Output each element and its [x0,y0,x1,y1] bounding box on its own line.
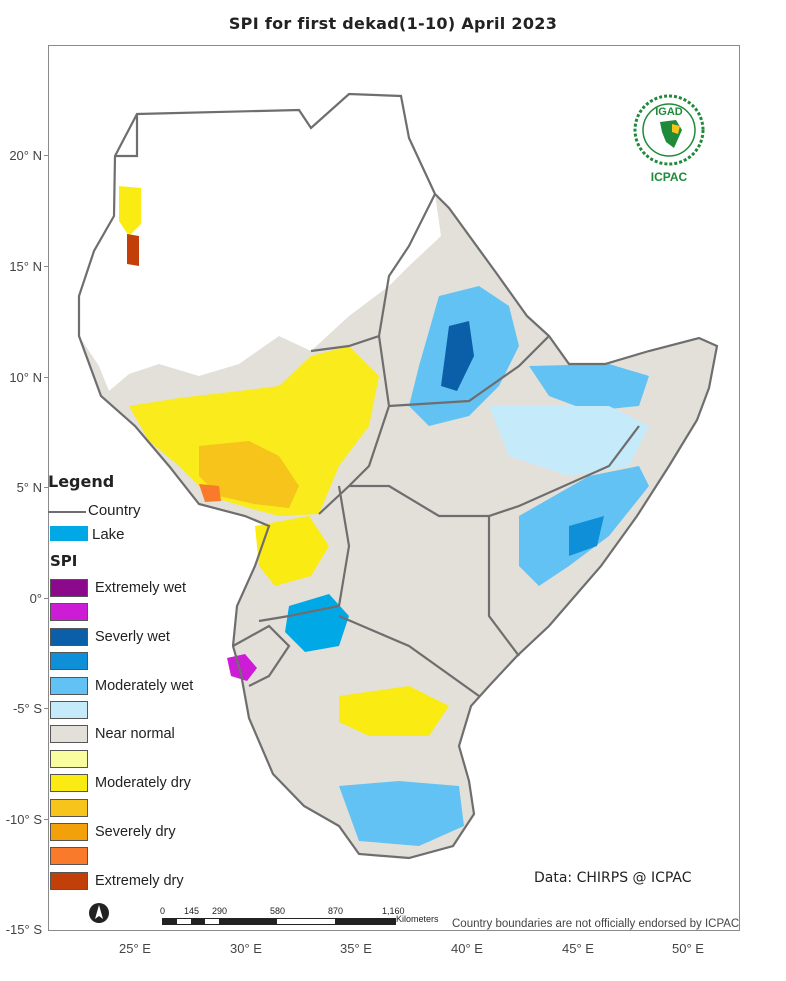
dry-northern-sudan [119,186,141,236]
country-boundaries [77,92,719,860]
lon-label-45e: 45° E [562,941,594,956]
lon-label-25e: 25° E [119,941,151,956]
logo-text-icpac: ICPAC [650,170,688,184]
boundary-disclaimer: Country boundaries are not officially en… [452,918,740,930]
lon-label-50e: 50° E [672,941,704,956]
spi-class-row: Moderately wet [50,676,240,697]
lat-label-5s: -5° S [12,701,42,716]
dry-tanzania [339,686,449,736]
spi-swatch [50,871,88,890]
spi-swatch [50,847,88,866]
spi-class-row [50,847,240,867]
severe-dry-spot [199,484,221,502]
spi-swatch [50,652,88,671]
scale-unit: Kilometers [396,914,439,924]
extreme-dry-spot-north [127,234,139,266]
lon-label-35e: 35° E [340,941,372,956]
spi-class-row [50,701,240,721]
spi-class-row [50,798,240,819]
lake-victoria [285,594,349,652]
spi-label: Extremely dry [95,872,184,889]
map-canvas [77,92,719,860]
spi-class-row: Extremely wet [50,579,240,599]
spi-class-row: Severely dry [50,823,240,843]
country-line-swatch [48,511,86,513]
spi-label: Moderately dry [95,775,191,792]
lat-label-15n: 15° N [9,259,42,274]
lat-label-20n: 20° N [9,148,42,163]
extreme-wet-burundi [227,654,257,681]
wet-horn [529,364,649,411]
lat-label-5n: 5° N [16,480,42,495]
lon-label-40e: 40° E [451,941,483,956]
logo-text-igad: IGAD [655,106,683,118]
spi-swatch [50,823,88,841]
dry-zone-drc [255,516,329,586]
spi-swatch [50,725,88,744]
spi-class-row: Near normal [50,725,240,745]
north-arrow-icon [88,902,110,924]
scale-tick-0: 0 [160,906,166,916]
spi-swatch [50,579,88,597]
spi-title: SPI [50,552,78,570]
spi-label: Near normal [95,726,175,743]
scale-tick-580: 580 [270,906,286,916]
spi-label: Severely dry [95,824,176,840]
spi-label: Severly wet [95,628,170,645]
spi-class-row [50,652,240,672]
spi-label: Extremely wet [95,580,187,596]
spi-class-row [50,749,240,770]
scale-tick-870: 870 [328,906,344,916]
no-data-north [79,94,441,391]
map-title: SPI for first dekad(1-10) April 2023 [228,14,558,33]
spi-class-row [50,603,240,623]
lat-label-15s: -15° S [5,922,42,937]
severe-wet-ethiopia [441,321,474,391]
spi-class-row: Moderately dry [50,774,240,794]
lon-label-30e: 30° E [230,941,262,956]
map-frame [48,45,740,931]
spi-swatch [50,676,88,695]
spi-swatch [50,774,88,793]
severe-wet-somalia [569,516,604,556]
lat-label-10n: 10° N [9,370,42,385]
scale-bar: 0 145 290 580 870 1,160 Kilometers [160,906,460,936]
spi-swatch [50,603,88,622]
spi-class-row: Severly wet [50,627,240,648]
lat-label-0: 0° [29,591,42,606]
spi-swatch [50,798,88,817]
legend-title: Legend [48,472,115,491]
igad-emblem-icon [633,94,705,166]
scale-tick-1160: 1,160 [382,906,405,916]
scale-tick-145: 145 [184,906,200,916]
legend-lake-label: Lake [92,526,125,543]
data-credit: Data: CHIRPS @ ICPAC [534,870,692,886]
spi-swatch [50,627,88,646]
light-wet-east [489,406,649,476]
spi-class-row: Extremely dry [50,871,240,892]
spi-swatch [50,749,88,768]
lake-swatch [50,526,88,541]
scale-bar-graphic [162,918,396,925]
legend-country-label: Country [88,502,141,519]
wet-tanzania-south [339,781,464,846]
icpac-logo: IGAD ICPAC [630,92,708,188]
dry-core [199,441,299,508]
scale-tick-290: 290 [212,906,228,916]
spi-label: Moderately wet [95,677,194,694]
spi-swatch [50,701,88,719]
lat-label-10s: -10° S [5,812,42,827]
dry-zone-south-sudan [129,346,379,516]
